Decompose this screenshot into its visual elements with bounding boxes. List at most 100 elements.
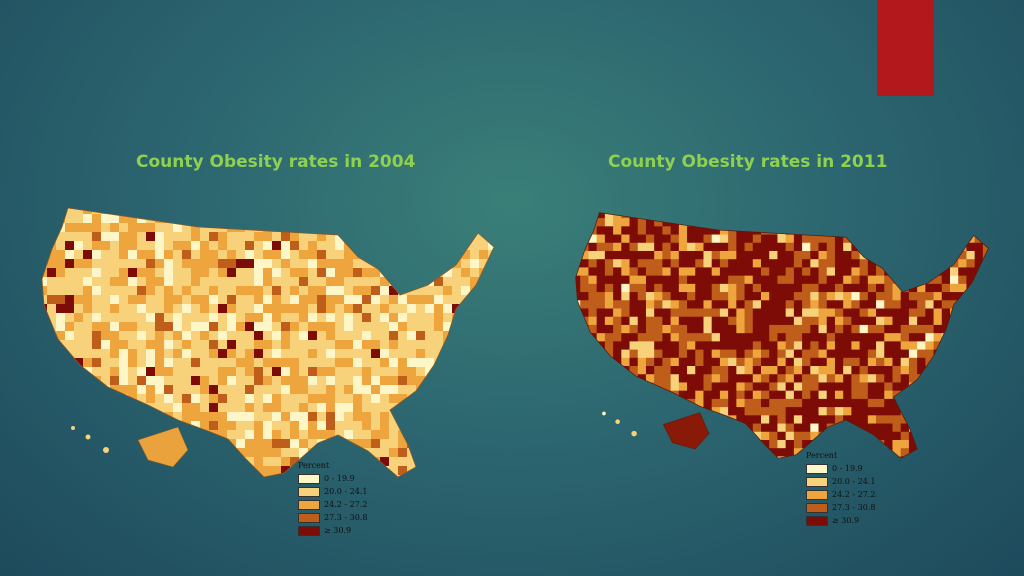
county-cell bbox=[654, 456, 663, 459]
county-cell bbox=[200, 358, 210, 368]
county-cell bbox=[876, 423, 885, 433]
county-cell bbox=[588, 341, 598, 351]
county-cell bbox=[182, 475, 192, 477]
county-cell bbox=[761, 218, 770, 227]
county-cell bbox=[42, 412, 48, 422]
county-cell bbox=[227, 313, 237, 323]
county-cell bbox=[245, 466, 255, 476]
county-cell bbox=[335, 259, 345, 269]
county-cell bbox=[119, 208, 129, 215]
county-cell bbox=[488, 295, 494, 305]
county-cell bbox=[83, 466, 93, 476]
county-cell bbox=[416, 466, 426, 476]
county-cell bbox=[793, 308, 803, 318]
county-cell bbox=[353, 421, 363, 431]
county-cell bbox=[958, 324, 967, 334]
county-cell bbox=[810, 275, 819, 285]
county-cell bbox=[908, 398, 918, 408]
county-cell bbox=[443, 304, 453, 314]
legend-swatch bbox=[806, 463, 828, 474]
county-cell bbox=[245, 448, 255, 458]
county-cell bbox=[719, 382, 729, 392]
county-cell bbox=[991, 267, 992, 276]
county-cell bbox=[777, 407, 787, 416]
county-cell bbox=[678, 374, 688, 383]
county-cell bbox=[752, 267, 762, 277]
county-cell bbox=[769, 448, 778, 457]
legend-swatch bbox=[806, 489, 828, 500]
county-cell bbox=[670, 292, 680, 301]
county-cell bbox=[101, 430, 111, 440]
county-cell bbox=[272, 340, 282, 350]
county-cell bbox=[777, 366, 787, 375]
county-cell bbox=[761, 316, 770, 326]
county-cell bbox=[687, 308, 696, 318]
county-cell bbox=[933, 366, 943, 375]
county-cell bbox=[479, 385, 489, 395]
county-cell bbox=[958, 341, 967, 351]
county-cell bbox=[810, 423, 819, 433]
county-cell bbox=[47, 259, 57, 269]
county-cell bbox=[146, 304, 156, 314]
county-cell bbox=[728, 439, 737, 449]
county-cell bbox=[917, 431, 926, 441]
county-cell bbox=[925, 439, 935, 449]
county-cell bbox=[933, 431, 943, 441]
county-cell bbox=[344, 340, 354, 350]
county-cell bbox=[74, 430, 84, 440]
county-cell bbox=[83, 331, 93, 341]
county-cell bbox=[933, 267, 943, 277]
county-cell bbox=[662, 212, 672, 219]
county-cell bbox=[488, 277, 494, 287]
county-cell bbox=[461, 277, 471, 287]
county-cell bbox=[892, 374, 902, 383]
county-cell bbox=[645, 357, 655, 367]
county-cell bbox=[851, 283, 861, 293]
county-cell bbox=[42, 394, 48, 404]
county-cell bbox=[110, 286, 120, 296]
county-cell bbox=[695, 398, 704, 408]
county-cell bbox=[416, 340, 426, 350]
county-cell bbox=[884, 300, 893, 309]
county-cell bbox=[933, 357, 943, 367]
county-cell bbox=[398, 484, 408, 490]
county-cell bbox=[613, 292, 622, 301]
county-cell bbox=[604, 456, 614, 459]
county-cell bbox=[191, 394, 201, 404]
county-cell bbox=[982, 308, 989, 318]
county-cell bbox=[991, 300, 992, 309]
county-cell bbox=[950, 267, 959, 277]
county-cell bbox=[353, 277, 363, 287]
county-cell bbox=[380, 214, 390, 224]
county-cell bbox=[752, 407, 762, 416]
county-cell bbox=[236, 430, 246, 440]
county-cell bbox=[47, 412, 57, 422]
county-cell bbox=[335, 286, 345, 296]
county-cell bbox=[290, 331, 300, 341]
county-cell bbox=[398, 208, 408, 215]
county-cell bbox=[272, 367, 282, 377]
county-cell bbox=[933, 218, 943, 227]
county-cell bbox=[851, 415, 861, 424]
county-cell bbox=[982, 423, 989, 433]
county-cell bbox=[254, 208, 264, 215]
county-cell bbox=[719, 398, 729, 408]
county-cell bbox=[867, 300, 877, 309]
county-cell bbox=[621, 275, 630, 285]
county-cell bbox=[982, 218, 989, 227]
county-cell bbox=[785, 250, 795, 260]
county-cell bbox=[371, 250, 381, 260]
county-cell bbox=[380, 250, 390, 260]
county-cell bbox=[488, 412, 494, 422]
county-cell bbox=[173, 304, 183, 314]
county-cell bbox=[752, 292, 762, 301]
county-cell bbox=[818, 382, 828, 392]
county-cell bbox=[950, 448, 959, 457]
county-cell bbox=[678, 448, 688, 457]
county-cell bbox=[200, 484, 210, 490]
county-cell bbox=[621, 300, 630, 309]
county-cell bbox=[802, 292, 811, 301]
county-cell bbox=[353, 268, 363, 278]
county-cell bbox=[629, 226, 639, 235]
county-cell bbox=[407, 484, 417, 490]
